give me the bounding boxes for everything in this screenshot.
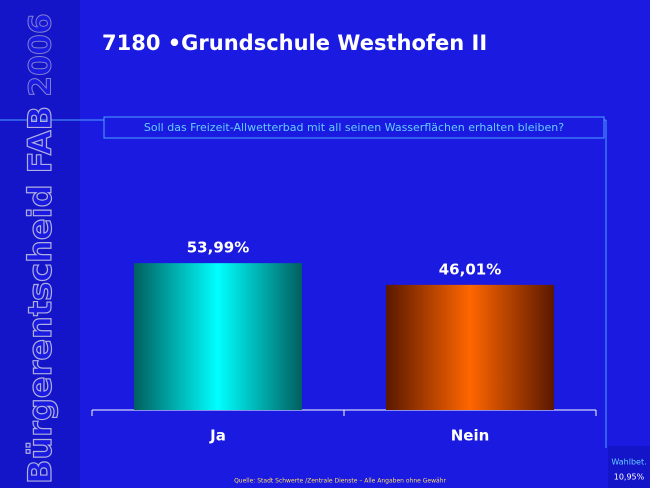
category-label: Nein (451, 427, 490, 445)
source: Quelle: Stadt Schwerte /Zentrale Dienste… (234, 478, 446, 485)
value-label: 46,01% (439, 260, 501, 278)
category-label: Ja (209, 427, 226, 445)
turnout-label: Wahlbet. (611, 458, 646, 467)
title: 7180 •Grundschule Westhofen II (102, 31, 487, 55)
question-box (103, 116, 605, 139)
year: 2006 (24, 13, 59, 97)
turnout-box (608, 446, 650, 488)
side-title: Bürgerentscheid FAB (21, 106, 59, 484)
bar (134, 263, 302, 410)
turnout: 10,95% (614, 473, 645, 482)
side-band (0, 0, 80, 488)
subtitle: Soll das Freizeit-Allwetterbad mit all s… (144, 121, 564, 134)
bar (386, 284, 554, 410)
value-label: 53,99% (187, 239, 249, 257)
